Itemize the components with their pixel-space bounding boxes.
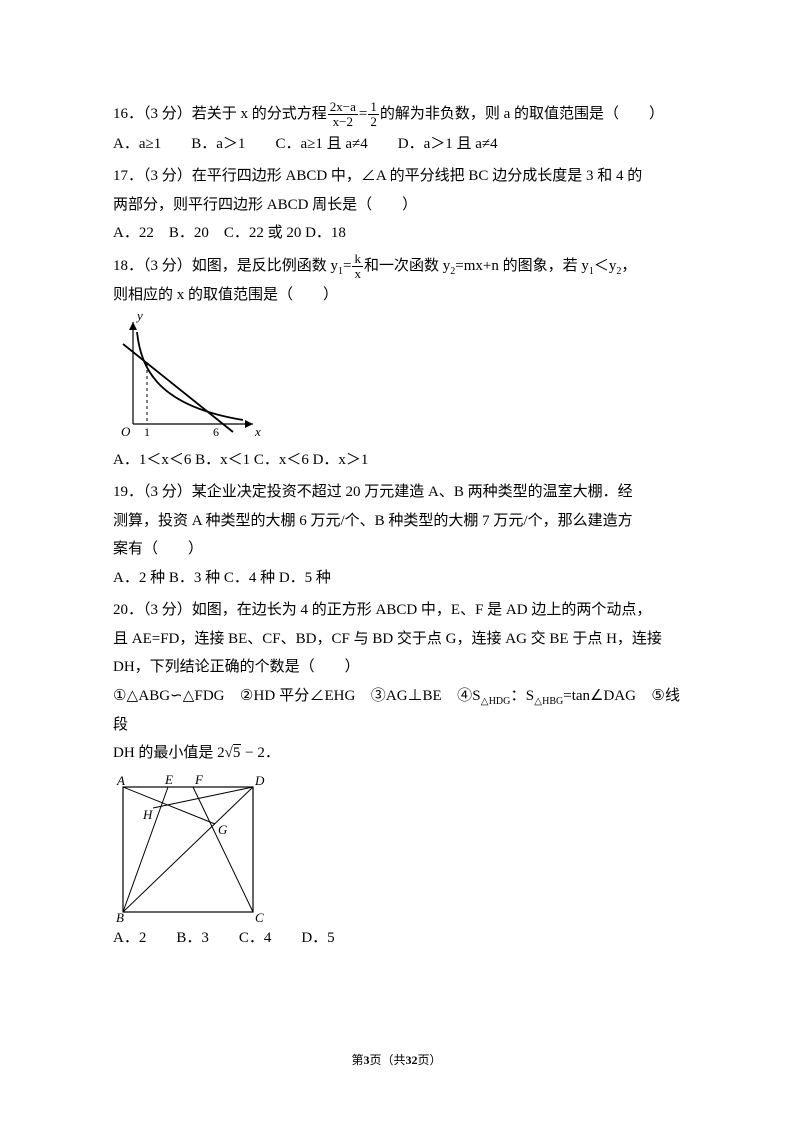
q16-prefix: 16．（3 分）若关于 x 的分式方程 xyxy=(113,106,327,122)
q20-line5: DH 的最小值是 2√5 − 2． xyxy=(113,739,680,768)
tri-1: △HDG xyxy=(481,696,511,707)
stmt-mid: ：S xyxy=(510,688,534,704)
q20-statements: ①△ABG∽△FDG ②HD 平分∠EHG ③AG⊥BE ④S△HDG：S△HB… xyxy=(113,682,680,740)
eq: = xyxy=(343,258,351,274)
svg-text:F: F xyxy=(194,772,204,787)
tri-2: △HBG xyxy=(534,696,563,707)
question-19: 19．（3 分）某企业决定投资不超过 20 万元建造 A、B 两种类型的温室大棚… xyxy=(113,478,680,592)
line5a: DH 的最小值是 2 xyxy=(113,745,225,761)
q18-mid3: =mx+n 的图象，若 y xyxy=(455,258,589,274)
svg-text:C: C xyxy=(255,910,264,922)
tick-1: 1 xyxy=(144,425,150,439)
page-footer: 第3页（共32页） xyxy=(0,1049,793,1072)
footer-mid: 页（共 xyxy=(369,1053,405,1067)
q18-mid4: ＜y xyxy=(594,258,617,274)
frac-den: x−2 xyxy=(328,115,358,129)
svg-text:A: A xyxy=(116,773,125,788)
label-O: O xyxy=(121,424,131,439)
frac-num: 2x−a xyxy=(328,100,358,115)
fraction-1: 2x−ax−2 xyxy=(328,100,358,130)
svg-text:D: D xyxy=(254,773,265,788)
question-18: 18．（3 分）如图，是反比例函数 y1=kx和一次函数 y2=mx+n 的图象… xyxy=(113,252,680,475)
q20-options: A．2 B．3 C．4 D．5 xyxy=(113,924,680,953)
svg-text:G: G xyxy=(218,822,228,837)
q19-line2: 测算，投资 A 种类型的大棚 6 万元/个、B 种类型的大棚 7 万元/个，那么… xyxy=(113,507,680,536)
q16-suffix: 的解为非负数，则 a 的取值范围是（ ） xyxy=(380,106,664,122)
frac-den: 2 xyxy=(368,115,379,129)
q20-line1: 20．（3 分）如图，在边长为 4 的正方形 ABCD 中，E、F 是 AD 边… xyxy=(113,596,680,625)
q18-line1: 18．（3 分）如图，是反比例函数 y1=kx和一次函数 y2=mx+n 的图象… xyxy=(113,252,680,282)
fraction-k-x: kx xyxy=(352,252,363,282)
label-x: x xyxy=(254,424,261,439)
stmt-pre: ①△ABG∽△FDG ②HD 平分∠EHG ③AG⊥BE ④S xyxy=(113,688,481,704)
question-20: 20．（3 分）如图，在边长为 4 的正方形 ABCD 中，E、F 是 AD 边… xyxy=(113,596,680,952)
question-17: 17．（3 分）在平行四边形 ABCD 中，∠A 的平分线把 BC 边分成长度是… xyxy=(113,162,680,248)
q18-figure: y x O 1 6 xyxy=(113,314,680,444)
frac-den: x xyxy=(352,267,363,281)
line5b: − 2． xyxy=(241,745,279,761)
svg-text:B: B xyxy=(116,910,124,922)
label-y: y xyxy=(135,314,143,323)
q18-suffix: ， xyxy=(621,258,636,274)
question-16: 16．（3 分）若关于 x 的分式方程2x−ax−2=12的解为非负数，则 a … xyxy=(113,100,680,158)
q18-options: A．1＜x＜6 B．x＜1 C．x＜6 D．x＞1 xyxy=(113,446,680,475)
q20-line2: 且 AE=FD，连接 BE、CF、BD，CF 与 BD 交于点 G，连接 AG … xyxy=(113,625,680,654)
q19-line1: 19．（3 分）某企业决定投资不超过 20 万元建造 A、B 两种类型的温室大棚… xyxy=(113,478,680,507)
opt-b: B．a＞1 xyxy=(191,136,245,152)
tick-6: 6 xyxy=(213,425,219,439)
svg-text:E: E xyxy=(164,772,173,787)
q17-line2: 两部分，则平行四边形 ABCD 周长是（ ） xyxy=(113,191,680,220)
q20-figure: A E F D H G B C xyxy=(113,772,680,922)
q18-line2: 则相应的 x 的取值范围是（ ） xyxy=(113,281,680,310)
svg-text:H: H xyxy=(142,807,153,822)
q17-options: A．22 B．20 C．22 或 20 D．18 xyxy=(113,219,680,248)
footer-pre: 第 xyxy=(351,1053,363,1067)
q19-line3: 案有（ ） xyxy=(113,535,680,564)
frac-num: 1 xyxy=(368,100,379,115)
opt-a: A．a≥1 xyxy=(113,136,161,152)
sqrt-5: √5 xyxy=(225,744,242,761)
q18-mid2: 和一次函数 y xyxy=(364,258,450,274)
q17-line1: 17．（3 分）在平行四边形 ABCD 中，∠A 的平分线把 BC 边分成长度是… xyxy=(113,162,680,191)
q20-line3: DH，下列结论正确的个数是（ ） xyxy=(113,653,680,682)
frac-num: k xyxy=(352,252,363,267)
opt-d: D．a＞1 且 a≠4 xyxy=(398,136,498,152)
footer-post: 页） xyxy=(418,1053,442,1067)
fraction-2: 12 xyxy=(368,100,379,130)
q16-options: A．a≥1 B．a＞1 C．a≥1 且 a≠4 D．a＞1 且 a≠4 xyxy=(113,130,680,159)
eq: = xyxy=(359,106,367,122)
footer-total: 32 xyxy=(406,1053,418,1067)
q19-options: A．2 种 B．3 种 C．4 种 D．5 种 xyxy=(113,564,680,593)
q16-stem: 16．（3 分）若关于 x 的分式方程2x−ax−2=12的解为非负数，则 a … xyxy=(113,100,680,130)
opt-c: C．a≥1 且 a≠4 xyxy=(275,136,367,152)
q18-prefix: 18．（3 分）如图，是反比例函数 y xyxy=(113,258,338,274)
